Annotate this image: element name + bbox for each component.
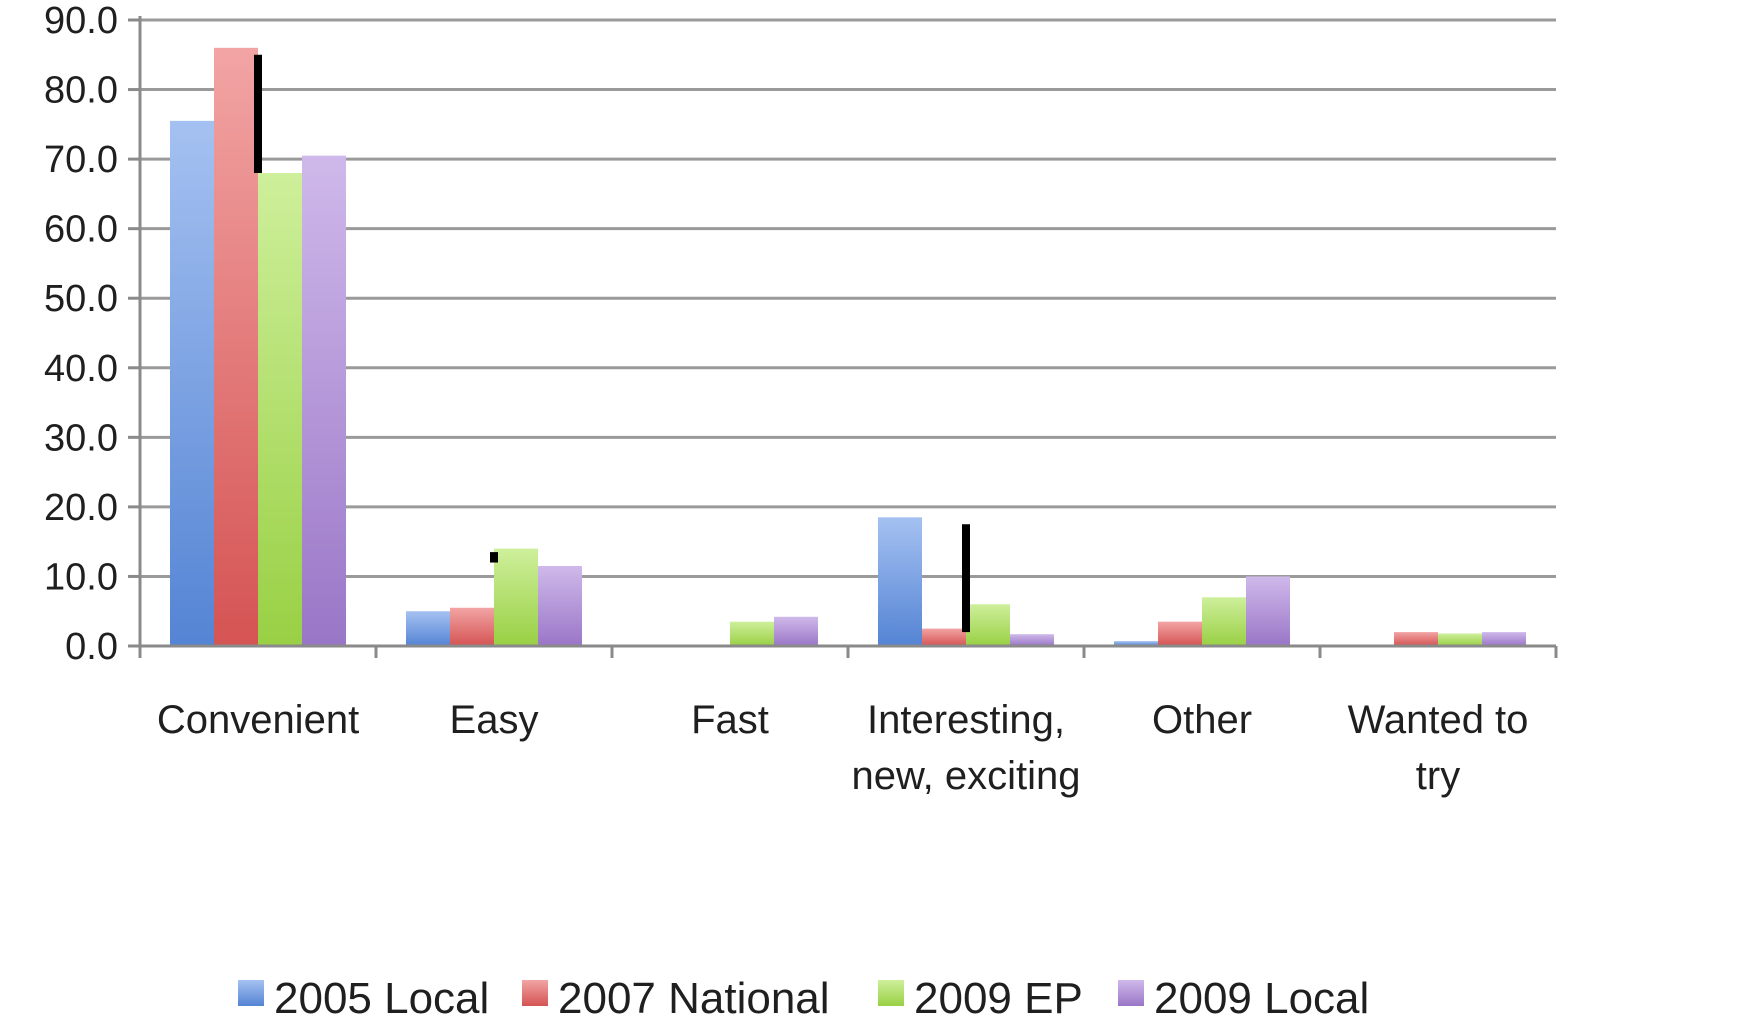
bar-2009-local: [1246, 576, 1290, 646]
bar-2007-national: [450, 607, 494, 646]
x-category-label: Wanted to: [1348, 698, 1529, 742]
axes: 0.0 10.0 20.0 30.0 40.0 50.0 60.0 70.0 80.0 90.0 C…: [44, 0, 1558, 798]
bar-2009-local: [302, 155, 346, 646]
legend: 2005 Local 2007 National 2009 EP 2009 Local: [238, 974, 1369, 1021]
bar-2009-local: [1010, 634, 1054, 646]
bars: [170, 47, 1526, 647]
legend-label: 2007 National: [558, 974, 830, 1021]
bar-2009-ep: [1438, 633, 1482, 646]
y-tick-label: 20.0: [44, 487, 118, 529]
bar-2005-local: [406, 611, 450, 646]
bar-2009-ep: [494, 548, 538, 646]
legend-swatch: [522, 980, 548, 1006]
bar-2009-local: [538, 566, 582, 646]
x-category-label: Convenient: [157, 698, 359, 742]
y-tick-label: 50.0: [44, 278, 118, 320]
bar-2009-local: [1482, 632, 1526, 646]
bar-2005-local: [170, 120, 214, 647]
x-category-label: Easy: [450, 698, 539, 742]
y-tick-label: 70.0: [44, 139, 118, 181]
bar-2009-ep: [1202, 597, 1246, 646]
bar-2007-national: [214, 47, 258, 647]
bar-2009-local: [774, 616, 818, 646]
x-category-label: Fast: [691, 698, 769, 742]
x-category-label: Interesting,: [867, 698, 1065, 742]
y-tick-label: 80.0: [44, 70, 118, 112]
legend-label: 2005 Local: [274, 974, 489, 1021]
legend-label: 2009 EP: [914, 974, 1083, 1021]
bar-2009-ep: [258, 173, 302, 646]
bar-2009-ep: [730, 621, 774, 646]
bar-2005-local: [1114, 641, 1158, 646]
bar-2007-national: [1394, 632, 1438, 646]
bar-2007-national: [1158, 621, 1202, 646]
y-tick-label: 30.0: [44, 417, 118, 459]
x-category-label: new, exciting: [851, 754, 1080, 798]
legend-label: 2009 Local: [1154, 974, 1369, 1021]
y-tick-label: 40.0: [44, 348, 118, 390]
difference-markers: [254, 54, 970, 633]
x-category-label: try: [1416, 754, 1460, 798]
y-tick-label: 60.0: [44, 209, 118, 251]
legend-swatch: [1118, 980, 1144, 1006]
legend-swatch: [238, 980, 264, 1006]
gridlines: [140, 18, 1556, 578]
bar-2005-local: [878, 517, 922, 646]
bar-2007-national: [922, 628, 966, 646]
y-tick-label: 0.0: [65, 626, 118, 668]
y-tick-label: 90.0: [44, 0, 118, 42]
y-tick-label: 10.0: [44, 556, 118, 598]
bar-2009-ep: [966, 604, 1010, 646]
x-category-label: Other: [1152, 698, 1252, 742]
legend-swatch: [878, 980, 904, 1006]
